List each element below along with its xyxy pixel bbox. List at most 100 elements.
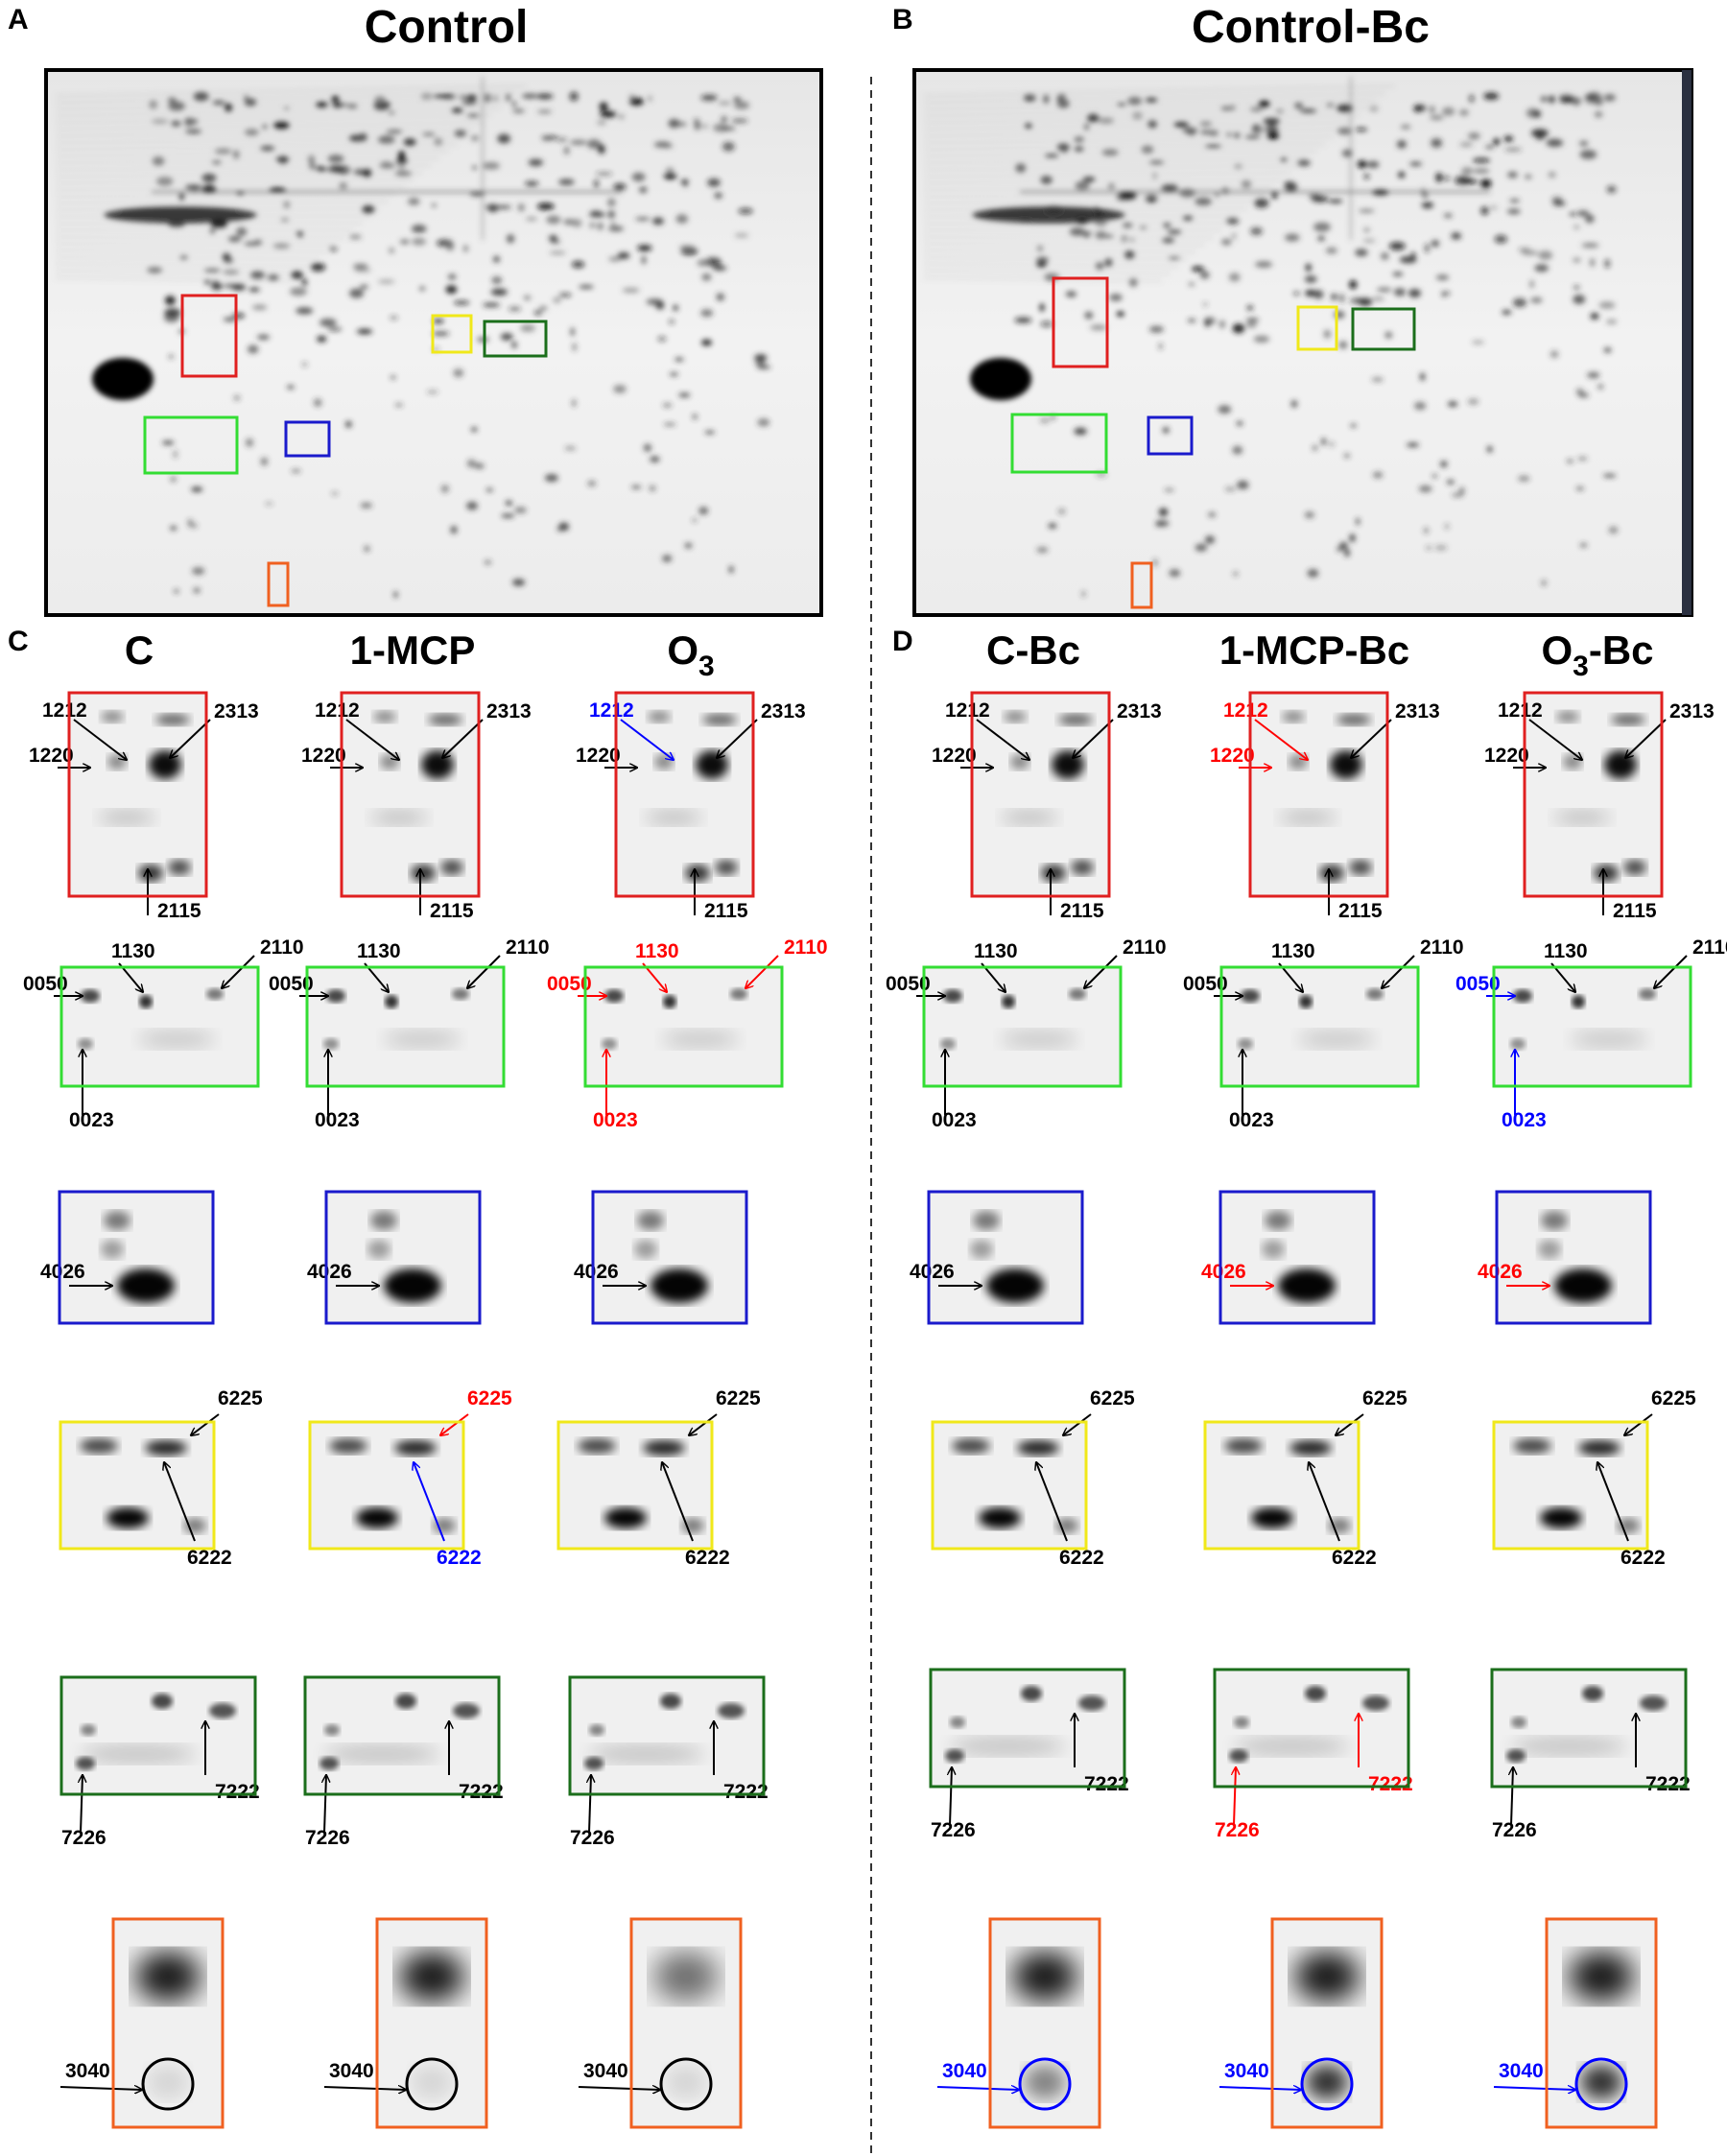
spot-label-2110: 2110 [1123,936,1167,959]
spot-label-7226: 7226 [305,1827,350,1849]
spot-label-6225: 6225 [716,1387,761,1410]
spot-label-1212: 1212 [42,699,87,722]
spot-label-3040: 3040 [1499,2060,1544,2082]
crop-blue-col5: 4026 [1201,1190,1376,1325]
spot-label-4026: 4026 [910,1261,955,1283]
column-titles: C 1-MCP O3 C-Bc 1-MCP-Bc O3-Bc [125,628,1654,682]
spot-label-0050: 0050 [23,973,68,995]
spot-label-2115: 2115 [157,900,201,922]
spot-label-3040: 3040 [942,2060,987,2082]
gel-region-box-orange [267,561,290,607]
spot-label-7222: 7222 [215,1781,260,1803]
spot-label-1130: 1130 [357,940,401,962]
spot-label-6225: 6225 [1651,1387,1696,1410]
spot-label-1220: 1220 [576,745,621,767]
gel-region-box-light_green [143,415,239,475]
crop-blue-col2: 4026 [307,1190,482,1325]
spot-label-1220: 1220 [1484,745,1529,767]
spot-label-4026: 4026 [574,1261,619,1283]
spot-label-2313: 2313 [761,700,806,723]
spot-label-1130: 1130 [1271,940,1315,962]
gel-region-box-red [180,294,238,378]
spot-label-1220: 1220 [1210,745,1255,767]
crop-orange-col1: 3040 [59,1917,225,2129]
crop-yellow-col4: 6225 6222 [931,1387,1135,1569]
spot-label-1130: 1130 [1544,940,1588,962]
spot-label-7222: 7222 [723,1781,769,1803]
crop-blue-col1: 4026 [40,1190,215,1325]
spot-label-0050: 0050 [886,973,931,995]
spot-label-2313: 2313 [214,700,259,723]
crop-orange-col2: 3040 [323,1917,488,2129]
spot-3040-ring [659,2057,713,2111]
crop-blue-col6: 4026 [1478,1190,1652,1325]
spot-3040-ring [1574,2057,1628,2111]
crop-light_green-col3: 0050 1130 2110 0023 [547,936,828,1131]
crop-orange-col4: 3040 [936,1917,1101,2129]
crop-orange-col5: 3040 [1218,1917,1384,2129]
spot-label-6222: 6222 [1059,1547,1104,1569]
spot-label-6225: 6225 [218,1387,263,1410]
spot-label-2313: 2313 [486,700,532,723]
gel-image-control-bc [912,68,1693,617]
spot-label-0050: 0050 [1183,973,1228,995]
spot-label-1212: 1212 [945,699,990,722]
gel-region-box-blue [284,420,331,458]
crop-dark_green-col5: 7226 7222 [1213,1668,1413,1841]
spot-label-2115: 2115 [704,900,748,922]
spot-3040-ring [1300,2057,1354,2111]
crop-dark_green-col3: 7226 7222 [568,1675,769,1849]
gel-region-box-yellow [431,314,473,354]
spot-label-0023: 0023 [1502,1109,1547,1131]
panel-a-title: Control [365,2,529,53]
crop-orange-col6: 3040 [1493,1917,1658,2129]
crop-red-col4: 1212 1220 2313 2115 [932,691,1162,922]
column-title-5: 1-MCP-Bc [1219,628,1409,673]
crop-light_green-col4: 0050 1130 2110 0023 [886,936,1167,1131]
spot-label-1130: 1130 [974,940,1018,962]
spot-label-2313: 2313 [1669,700,1715,723]
crop-yellow-col2: 6225 6222 [308,1387,512,1569]
gel-region-box-light_green [1010,413,1108,474]
spot-label-6222: 6222 [685,1547,730,1569]
spot-label-7226: 7226 [1215,1819,1260,1841]
crop-dark_green-col2: 7226 7222 [303,1675,504,1849]
gel-region-box-blue [1147,415,1194,456]
crop-dark_green-col6: 7226 7222 [1490,1668,1691,1841]
spot-label-2110: 2110 [506,936,550,959]
column-title-4: C-Bc [986,628,1080,673]
panel-c-label: C [8,626,29,657]
spot-label-4026: 4026 [40,1261,85,1283]
panel-b-title: Control-Bc [1192,2,1430,53]
spot-label-0050: 0050 [547,973,592,995]
spot-label-2115: 2115 [1060,900,1104,922]
spot-label-0023: 0023 [315,1109,360,1131]
crop-red-col1: 1212 1220 2313 2115 [29,691,259,922]
gel-region-box-orange [1130,561,1153,609]
spot-label-2313: 2313 [1395,700,1440,723]
spot-label-6222: 6222 [187,1547,232,1569]
spot-label-2110: 2110 [784,936,828,959]
spot-label-2313: 2313 [1117,700,1162,723]
gel-region-boxes [143,276,1416,609]
crop-dark_green-col1: 7226 7222 [59,1675,260,1849]
spot-label-2110: 2110 [1692,936,1727,959]
column-title-6: O3-Bc [1541,628,1653,682]
crop-red-col3: 1212 1220 2313 2115 [576,691,806,922]
spot-label-4026: 4026 [1478,1261,1523,1283]
panel-b-label: B [892,4,913,36]
spot-label-2110: 2110 [260,936,304,959]
crop-yellow-col6: 6225 6222 [1492,1387,1696,1569]
zoom-crops: 1212 1220 2313 2115 0050 1130 2110 0023 4026 6225… [23,691,1727,2129]
panel-d-label: D [892,626,913,657]
spot-3040-ring [1018,2057,1072,2111]
spot-label-1212: 1212 [1498,699,1543,722]
spot-label-7226: 7226 [1492,1819,1537,1841]
spot-label-7226: 7226 [570,1827,615,1849]
spot-label-7226: 7226 [931,1819,976,1841]
spot-label-1212: 1212 [1223,699,1268,722]
gel-region-box-dark_green [483,320,548,358]
spot-label-6222: 6222 [1621,1547,1666,1569]
gel-region-box-dark_green [1351,307,1416,351]
